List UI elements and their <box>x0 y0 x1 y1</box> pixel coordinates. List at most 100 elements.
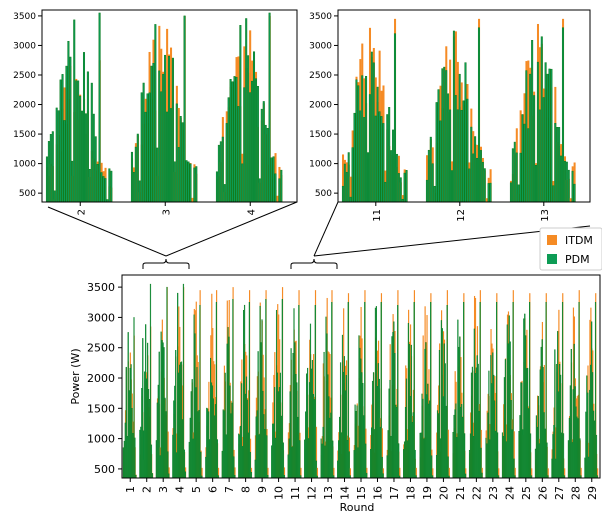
pdm-bar <box>240 425 242 479</box>
pdm-bar <box>337 460 339 479</box>
pdm-bar <box>45 156 48 203</box>
pdm-bar <box>215 171 218 203</box>
pdm-bar <box>538 109 541 203</box>
pdm-bar <box>243 304 246 479</box>
zoom-left-frame <box>41 9 298 203</box>
zoom-right-y-tick-label: 1000 <box>309 160 332 170</box>
pdm-bar <box>541 339 543 479</box>
pdm-bar <box>423 438 425 479</box>
pdm-bar <box>179 364 181 479</box>
pdm-bar <box>468 450 471 479</box>
itdm-bar <box>485 198 488 202</box>
pdm-bar <box>260 342 262 479</box>
itdm-bar <box>448 467 450 478</box>
pdm-bar <box>485 437 487 479</box>
pdm-bar <box>522 429 524 479</box>
pdm-bar <box>382 473 384 479</box>
pdm-bar <box>55 107 58 203</box>
zoom-left-y-tick-label: 1500 <box>13 130 36 140</box>
pdm-bar <box>473 328 475 479</box>
itdm-bar <box>267 467 269 478</box>
pdm-bar <box>241 383 243 479</box>
pdm-bar <box>361 372 363 479</box>
pdm-bar <box>198 409 200 479</box>
pdm-bar <box>392 129 395 203</box>
pdm-bar <box>440 320 442 479</box>
pdm-bar <box>323 351 325 479</box>
pdm-bar <box>160 91 163 203</box>
pdm-bar <box>134 437 136 479</box>
pdm-bar <box>459 336 461 479</box>
zoom-left-y-tick-label: 500 <box>19 189 36 199</box>
pdm-bar <box>380 116 383 203</box>
pdm-bar <box>386 114 389 203</box>
pdm-bar <box>387 430 389 479</box>
pdm-bar <box>264 124 267 203</box>
pdm-bar <box>365 443 367 479</box>
pdm-bar <box>435 455 438 479</box>
pdm-bar <box>294 342 296 479</box>
pdm-bar <box>247 55 250 203</box>
pdm-bar <box>436 410 439 479</box>
pdm-bar <box>561 432 563 479</box>
pdm-bar <box>464 62 467 203</box>
pdm-bar <box>384 181 387 203</box>
itdm-bar <box>513 431 515 478</box>
pdm-bar <box>208 411 210 479</box>
pdm-bar <box>143 430 145 479</box>
pdm-bar <box>458 73 461 203</box>
pdm-bar <box>231 81 234 203</box>
pdm-bar <box>100 172 103 203</box>
pdm-bar <box>130 151 133 203</box>
pdm-bar <box>228 336 230 479</box>
pdm-bar <box>237 106 240 203</box>
pdm-bar <box>536 426 538 479</box>
pdm-bar <box>245 18 248 203</box>
pdm-bar <box>69 56 72 203</box>
pdm-bar <box>425 179 428 203</box>
pdm-bar <box>445 405 447 479</box>
pdm-bar <box>67 40 70 203</box>
pdm-bar <box>515 152 518 203</box>
itdm-bar <box>349 176 352 202</box>
pdm-bar <box>250 472 252 479</box>
pdm-bar <box>396 406 398 479</box>
pdm-bar <box>427 383 429 479</box>
pdm-bar <box>381 456 383 479</box>
pdm-bar <box>571 442 573 479</box>
main-x-tick-label: 18 <box>404 486 417 500</box>
pdm-bar <box>494 400 496 479</box>
pdm-bar <box>393 321 395 479</box>
pdm-bar <box>166 286 168 479</box>
main-x-tick-label: 11 <box>289 486 302 500</box>
pdm-bar <box>209 439 211 479</box>
pdm-bar <box>190 391 192 479</box>
pdm-bar <box>262 390 264 479</box>
pdm-bar <box>373 429 376 479</box>
main-y-tick-label: 2500 <box>87 342 115 355</box>
pdm-bar <box>154 24 157 203</box>
pdm-bar <box>378 378 380 479</box>
pdm-bar <box>490 355 492 479</box>
main-x-tick-label: 25 <box>520 486 533 500</box>
pdm-bar <box>546 442 548 479</box>
pdm-bar <box>569 385 571 479</box>
pdm-bar <box>483 168 486 203</box>
pdm-bar <box>256 85 259 203</box>
pdm-bar <box>124 422 126 479</box>
pdm-bar <box>431 455 433 479</box>
pdm-bar <box>291 446 293 479</box>
itdm-bar <box>349 468 351 478</box>
zoom-right-frame <box>337 9 591 203</box>
pdm-bar <box>431 163 434 203</box>
main-x-tick-label: 15 <box>355 486 368 500</box>
pdm-bar <box>262 101 265 203</box>
pdm-bar <box>408 343 410 479</box>
pdm-bar <box>188 441 190 479</box>
connector-line <box>47 206 167 257</box>
pdm-bar <box>211 385 214 479</box>
pdm-bar <box>199 305 201 479</box>
pdm-bar <box>393 33 396 203</box>
pdm-bar <box>460 406 462 479</box>
pdm-bar <box>152 63 155 203</box>
